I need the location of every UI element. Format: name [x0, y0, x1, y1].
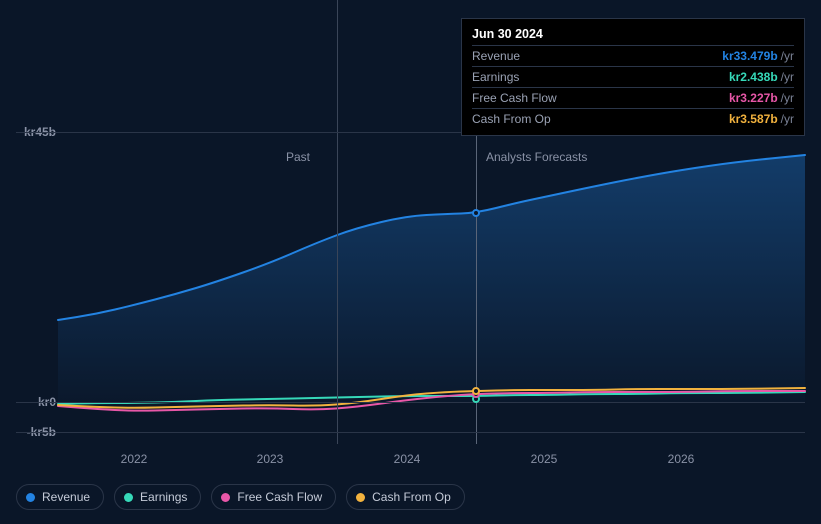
legend-item-cfo[interactable]: Cash From Op — [346, 484, 465, 510]
tooltip-metric-value: kr3.227b — [729, 91, 778, 105]
legend: Revenue Earnings Free Cash Flow Cash From O… — [16, 484, 465, 510]
tooltip-row: Earnings kr2.438b/yr — [472, 66, 794, 87]
legend-label: Revenue — [42, 490, 90, 504]
tooltip-date: Jun 30 2024 — [472, 27, 794, 45]
legend-item-revenue[interactable]: Revenue — [16, 484, 104, 510]
tooltip-metric-label: Revenue — [472, 49, 520, 63]
x-tick-label: 2022 — [121, 452, 148, 466]
tooltip-row: Free Cash Flow kr3.227b/yr — [472, 87, 794, 108]
legend-dot-icon — [221, 493, 230, 502]
x-tick-label: 2025 — [531, 452, 558, 466]
hover-marker-cfo — [472, 387, 480, 395]
legend-label: Earnings — [140, 490, 187, 504]
tooltip-metric-value: kr2.438b — [729, 70, 778, 84]
tooltip-metric-unit: /yr — [781, 49, 794, 63]
tooltip-metric-value: kr3.587b — [729, 112, 778, 126]
tooltip-metric-unit: /yr — [781, 112, 794, 126]
tooltip-metric-value: kr33.479b — [722, 49, 777, 63]
tooltip-metric-unit: /yr — [781, 70, 794, 84]
legend-label: Cash From Op — [372, 490, 451, 504]
x-tick-label: 2024 — [394, 452, 421, 466]
legend-dot-icon — [356, 493, 365, 502]
tooltip-row: Cash From Op kr3.587b/yr — [472, 108, 794, 129]
legend-label: Free Cash Flow — [237, 490, 322, 504]
legend-item-fcf[interactable]: Free Cash Flow — [211, 484, 336, 510]
hover-tooltip: Jun 30 2024 Revenue kr33.479b/yr Earnings k… — [461, 18, 805, 136]
legend-item-earnings[interactable]: Earnings — [114, 484, 201, 510]
tooltip-metric-unit: /yr — [781, 91, 794, 105]
tooltip-metric-label: Earnings — [472, 70, 519, 84]
legend-dot-icon — [124, 493, 133, 502]
tooltip-metric-label: Free Cash Flow — [472, 91, 557, 105]
legend-dot-icon — [26, 493, 35, 502]
past-forecast-divider — [337, 0, 338, 444]
hover-marker-revenue — [472, 209, 480, 217]
past-region-label: Past — [286, 150, 310, 164]
tooltip-metric-label: Cash From Op — [472, 112, 551, 126]
x-tick-label: 2023 — [257, 452, 284, 466]
tooltip-row: Revenue kr33.479b/yr — [472, 45, 794, 66]
gridline — [16, 432, 805, 433]
forecast-region-label: Analysts Forecasts — [486, 150, 587, 164]
gridline — [16, 402, 805, 403]
x-tick-label: 2026 — [668, 452, 695, 466]
